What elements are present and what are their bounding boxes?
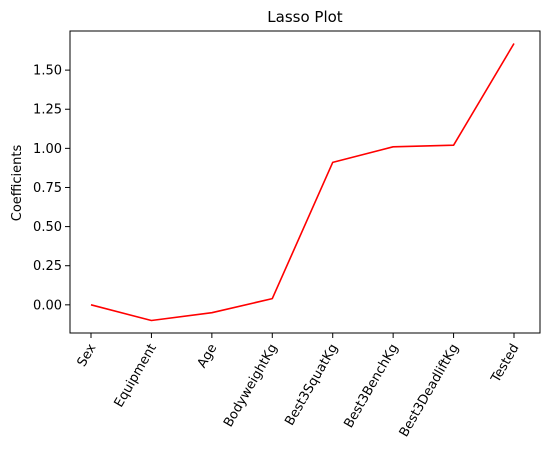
x-tick-label: Tested — [488, 342, 522, 387]
x-tick-label: Best3BenchKg — [341, 342, 401, 431]
chart-title: Lasso Plot — [267, 8, 343, 26]
plot-frame — [69, 30, 541, 334]
x-axis: Sex Equipment Age BodyweightKg Best3SquatKg B… — [75, 333, 522, 440]
series-group — [90, 43, 515, 322]
y-tick-label: 0.50 — [33, 220, 62, 235]
series-line — [90, 43, 515, 322]
x-tick-label: Equipment — [112, 342, 160, 411]
x-tick-label: BodyweightKg — [221, 342, 281, 430]
x-tick-label: Age — [195, 342, 221, 371]
y-axis-label: Coefficients — [10, 145, 25, 222]
y-tick-label: 1.25 — [33, 103, 62, 118]
y-axis: 0.00 0.25 0.50 0.75 1.00 1.25 1.50 — [33, 64, 70, 313]
y-tick-label: 0.25 — [33, 259, 62, 274]
y-tick-label: 1.00 — [33, 142, 62, 157]
x-tick-label: Best3DeadliftKg — [397, 342, 462, 440]
y-tick-label: 1.50 — [33, 64, 62, 79]
x-tick-label: Best3SquatKg — [282, 342, 341, 429]
x-tick-label: Sex — [75, 341, 100, 369]
y-tick-label: 0.75 — [33, 181, 62, 196]
y-tick-label: 0.00 — [33, 298, 62, 313]
